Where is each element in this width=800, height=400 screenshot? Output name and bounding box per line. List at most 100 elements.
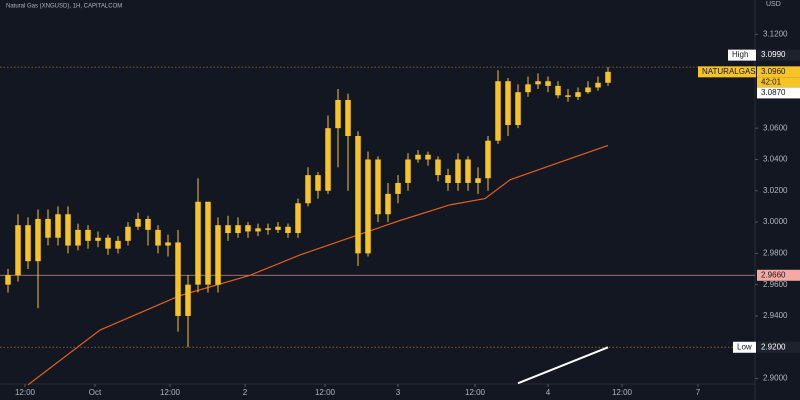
candle-body — [415, 154, 421, 160]
trend-line — [517, 346, 609, 385]
candle-body — [455, 159, 461, 183]
price-tag — [757, 269, 800, 281]
y-tick-label: 2.9800 — [763, 248, 788, 257]
candle-body — [85, 229, 91, 241]
candle-body — [525, 84, 531, 93]
candle-body — [325, 128, 331, 191]
candle-body — [445, 175, 451, 183]
candle-body — [465, 159, 471, 183]
candle-body — [435, 159, 441, 176]
candle-body — [135, 218, 141, 227]
price-tag — [757, 87, 800, 99]
y-tick-label: 3.0000 — [763, 217, 788, 226]
candle-body — [225, 225, 231, 234]
candle-body — [505, 81, 511, 126]
candle-body — [535, 81, 541, 85]
x-tick-label: 2 — [243, 388, 248, 397]
chart-title: Natural Gas (XNGUSD), 1H, CAPITALCOM — [6, 4, 122, 10]
candle-body — [355, 135, 361, 254]
candle-body — [245, 225, 251, 232]
candle-body — [345, 100, 351, 136]
x-tick-label: 4 — [546, 388, 551, 397]
countdown: 42:01 — [761, 77, 782, 86]
x-tick-label: 12:00 — [315, 388, 336, 397]
candle-body — [375, 159, 381, 215]
price-tag-name-box — [733, 341, 756, 353]
candle-body — [475, 178, 481, 183]
candle-body — [95, 237, 101, 241]
price-tag-value: 3.0870 — [761, 88, 786, 97]
price-tag-value: 2.9660 — [761, 270, 786, 279]
candle-body — [75, 229, 81, 246]
candle-body — [235, 225, 241, 234]
price-tag-value: 3.0990 — [761, 50, 786, 59]
price-tag — [757, 341, 800, 353]
candle-body — [25, 225, 31, 262]
candle-body — [205, 201, 211, 285]
candle-body — [605, 71, 611, 83]
candle-body — [115, 240, 121, 249]
x-tick-label: 12:00 — [15, 388, 36, 397]
candle-body — [575, 92, 581, 97]
price-tag-name: Low — [737, 342, 752, 351]
candle-body — [215, 225, 221, 285]
countdown-box — [757, 77, 800, 88]
candle-body — [515, 92, 521, 126]
candle-body — [335, 100, 341, 129]
y-tick-label: 2.9400 — [763, 311, 788, 320]
y-tick-label: 3.0200 — [763, 186, 788, 195]
candle-body — [5, 275, 11, 285]
moving-average — [27, 144, 609, 386]
candle-body — [255, 228, 261, 232]
x-tick-label: Oct — [89, 388, 102, 397]
candle-body — [365, 159, 371, 254]
candle-body — [565, 95, 571, 97]
candle-body — [545, 81, 551, 86]
candle-body — [45, 218, 51, 238]
candle-body — [195, 201, 201, 285]
candle-body — [275, 226, 281, 230]
candle-body — [425, 154, 431, 160]
x-tick-label: 12:00 — [465, 388, 486, 397]
candle-body — [495, 81, 501, 141]
x-tick-label: 12:00 — [612, 388, 633, 397]
x-tick-label: 3 — [396, 388, 401, 397]
candle-body — [485, 140, 491, 179]
candle-body — [35, 218, 41, 262]
price-tag-name-box — [728, 49, 756, 61]
price-tag-value: 3.0960 — [761, 67, 786, 76]
y-tick-label: 2.9000 — [763, 374, 788, 383]
candle-body — [155, 229, 161, 246]
candle-body — [125, 226, 131, 241]
candle-body — [395, 182, 401, 194]
candle-body — [15, 225, 21, 276]
candle-body — [105, 237, 111, 249]
price-tag-name: NATURALGAS — [702, 67, 756, 76]
candle-body — [295, 203, 301, 234]
candle-body — [185, 284, 191, 316]
candle-body — [385, 193, 391, 215]
axis-unit: USD — [766, 1, 781, 8]
candle-body — [405, 159, 411, 183]
y-tick-label: 3.0400 — [763, 155, 788, 164]
candle-body — [65, 214, 71, 246]
price-tag — [757, 66, 800, 78]
candle-body — [595, 82, 601, 88]
y-tick-label: 3.0600 — [763, 123, 788, 132]
candle-body — [305, 175, 311, 204]
candle-body — [315, 175, 321, 191]
y-tick-label: 3.1200 — [763, 29, 788, 38]
y-tick-label: 2.9600 — [763, 280, 788, 289]
x-tick-label: 7 — [696, 388, 701, 397]
candle-body — [145, 218, 151, 230]
price-tag — [757, 49, 800, 61]
price-tag-name-box — [698, 66, 756, 78]
candle-body — [585, 87, 591, 93]
candle-body — [165, 242, 171, 246]
x-tick-label: 12:00 — [160, 388, 181, 397]
candle-body — [265, 228, 271, 230]
candle-body — [55, 214, 61, 238]
candle-body — [285, 226, 291, 234]
